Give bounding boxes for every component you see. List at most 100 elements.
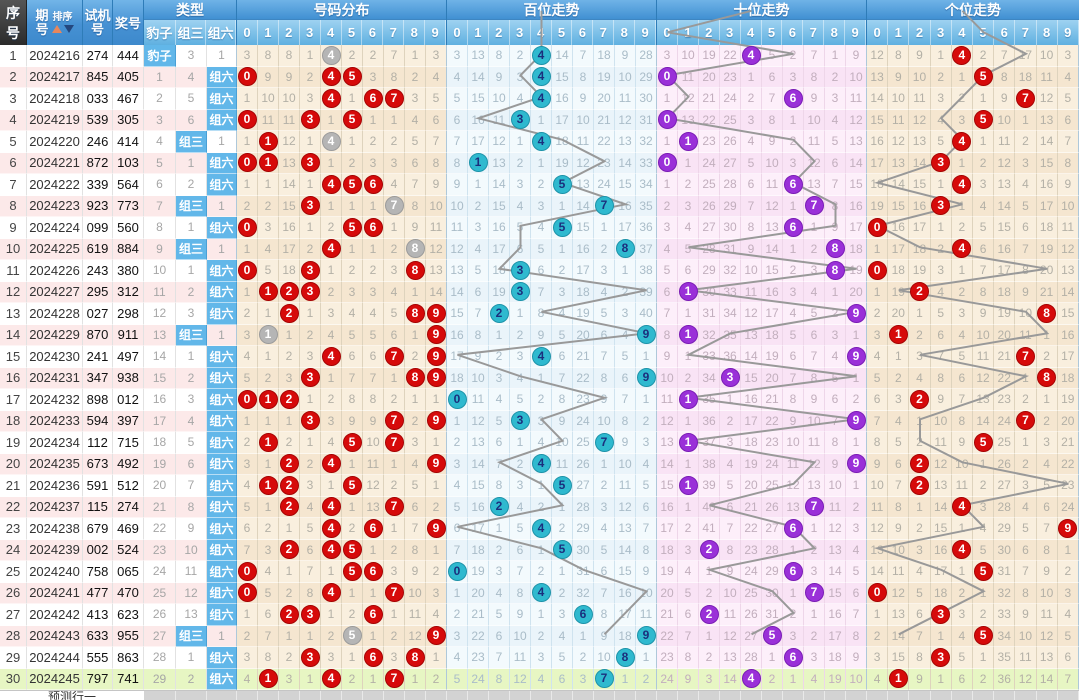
miss-count-cell: 7	[825, 174, 846, 196]
period-cell: 2024233	[27, 410, 83, 432]
hit-circle: 6	[783, 647, 803, 667]
miss-count-cell: 10	[1057, 195, 1079, 217]
miss-count-cell: 30	[699, 281, 720, 303]
miss-count-cell: 16	[615, 582, 636, 604]
trend-hit-cell: 4	[321, 131, 342, 153]
miss-count-cell: 2	[531, 174, 552, 196]
miss-count-cell: 12	[510, 668, 531, 690]
column-header-period[interactable]: 期号 排序	[27, 0, 83, 45]
hit-circle: 0	[867, 217, 887, 237]
miss-count-cell: 19	[699, 45, 720, 67]
prize-number-cell: 298	[113, 303, 144, 325]
hit-circle: 9	[426, 626, 446, 646]
miss-count-cell: 16	[994, 238, 1016, 260]
digit-header-cell: 9	[635, 20, 657, 45]
type-cell-highlight: 组六	[207, 475, 237, 497]
miss-count-cell: 13	[888, 604, 910, 626]
miss-count-cell: 1	[342, 131, 363, 153]
miss-count-cell: 12	[741, 303, 762, 325]
prediction-label: 预测行一	[0, 691, 144, 700]
miss-count-cell: 2	[573, 647, 594, 669]
hit-circle: 2	[909, 454, 929, 474]
hit-circle: 2	[279, 497, 299, 517]
trend-hit-cell: 4	[321, 453, 342, 475]
type-cell: 21	[144, 496, 176, 518]
miss-count-cell: 13	[678, 109, 699, 131]
hit-circle: 7	[804, 196, 824, 216]
hit-circle: 0	[867, 260, 887, 280]
miss-count-cell: 4	[531, 668, 552, 690]
miss-count-cell: 20	[1057, 410, 1079, 432]
miss-count-cell: 32	[994, 582, 1016, 604]
trend-hit-cell: 0	[237, 389, 258, 411]
seq-cell: 5	[0, 131, 27, 153]
miss-count-cell: 2	[258, 195, 279, 217]
hit-circle: 7	[384, 497, 404, 517]
seq-cell: 28	[0, 625, 27, 647]
digit-header-cell: 7	[1015, 20, 1037, 45]
trend-hit-cell: 6	[783, 561, 804, 583]
miss-count-cell: 30	[573, 539, 594, 561]
miss-count-cell: 23	[1057, 475, 1079, 497]
seq-cell: 15	[0, 346, 27, 368]
miss-count-cell: 1	[237, 604, 258, 626]
sort-desc-icon[interactable]	[63, 24, 74, 33]
digit-header-cell: 4	[320, 20, 342, 45]
sort-control[interactable]: 排序	[51, 12, 74, 33]
miss-count-cell: 8	[1015, 582, 1037, 604]
miss-count-cell: 3	[951, 109, 973, 131]
miss-count-cell: 5	[678, 582, 699, 604]
miss-count-cell: 14	[1036, 668, 1058, 690]
miss-count-cell: 8	[1015, 260, 1037, 282]
digit-header-cell: 3	[930, 20, 952, 45]
miss-count-cell: 8	[594, 604, 615, 626]
miss-count-cell: 2	[699, 582, 720, 604]
miss-count-cell: 1	[258, 410, 279, 432]
miss-count-cell: 2	[342, 260, 363, 282]
trend-hit-cell: 2	[909, 453, 931, 475]
type-cell: 4	[144, 131, 176, 153]
trend-hit-cell: 4	[531, 518, 552, 540]
miss-count-cell: 14	[888, 174, 910, 196]
miss-count-cell: 1	[363, 238, 384, 260]
miss-count-cell: 17	[615, 217, 636, 239]
miss-count-cell: 4	[237, 668, 258, 690]
miss-count-cell: 38	[636, 260, 657, 282]
hit-circle: 1	[678, 432, 698, 452]
type-cell: 1	[207, 45, 237, 67]
hit-circle: 2	[279, 389, 299, 409]
data-row: 21 2024236 591 512 20 7 组六 4 1 2 3 1 5 12 2 5 1 4 15 8 3 1 5 27…	[0, 475, 1079, 497]
miss-count-cell: 12	[1057, 238, 1079, 260]
miss-count-cell: 4	[384, 281, 405, 303]
miss-count-cell: 14	[720, 668, 741, 690]
sort-asc-icon[interactable]	[51, 24, 62, 33]
type-cell: 8	[176, 496, 207, 518]
digit-header-cell: 4	[951, 20, 973, 45]
miss-count-cell: 21	[468, 604, 489, 626]
miss-count-cell: 31	[720, 238, 741, 260]
miss-count-cell: 3	[825, 324, 846, 346]
miss-count-cell: 2	[783, 131, 804, 153]
trend-hit-cell: 0	[237, 582, 258, 604]
miss-count-cell: 3	[783, 152, 804, 174]
footer-cell	[1057, 691, 1079, 700]
miss-count-cell: 8	[741, 217, 762, 239]
miss-count-cell: 1	[552, 561, 573, 583]
trend-hit-cell: 2	[489, 496, 510, 518]
miss-count-cell: 5	[720, 475, 741, 497]
miss-count-cell: 1	[426, 432, 447, 454]
miss-count-cell: 13	[363, 496, 384, 518]
hit-circle: 3	[300, 196, 320, 216]
test-number-cell: 673	[83, 453, 113, 475]
miss-count-cell: 21	[594, 109, 615, 131]
footer-cell	[888, 691, 910, 700]
miss-count-cell: 8	[888, 496, 910, 518]
miss-count-cell: 31	[699, 303, 720, 325]
hit-circle: 0	[237, 217, 257, 237]
miss-count-cell: 18	[930, 582, 952, 604]
miss-count-cell: 1	[531, 152, 552, 174]
data-row: 2 2024217 845 405 1 4 组六 0 9 9 2 4 5 3 8 2 4 4 14 9 3 4 15 8 19 1…	[0, 66, 1079, 88]
trend-hit-cell: 6	[363, 174, 384, 196]
hit-circle: 8	[405, 368, 425, 388]
trend-hit-cell: 7	[384, 346, 405, 368]
